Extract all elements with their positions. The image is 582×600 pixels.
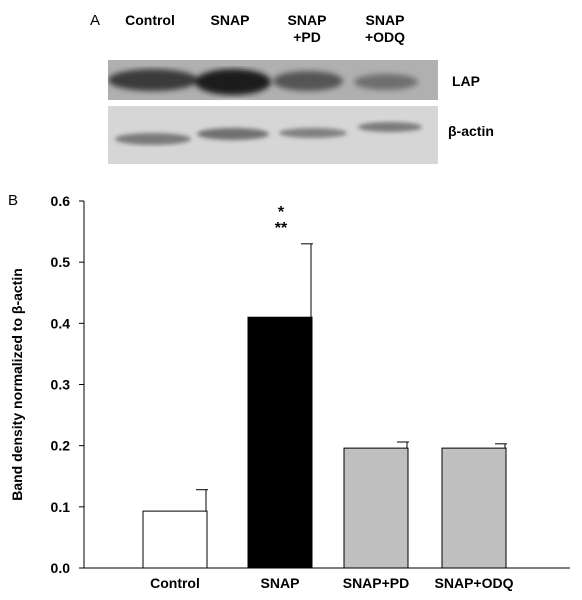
lap-band-snap <box>195 69 271 95</box>
bar-snap-odq <box>441 447 507 569</box>
lap-band-snap-pd <box>273 71 343 91</box>
lane-label-snap: SNAP <box>210 12 250 28</box>
y-tick-label-6: 0.6 <box>51 193 71 209</box>
y-tick-label-1: 0.1 <box>51 499 71 515</box>
y-tick-label-5: 0.5 <box>51 254 71 270</box>
x-tick-label-control: Control <box>150 575 200 591</box>
beta-actin-blot-strip <box>108 106 438 164</box>
y-tick-label-2: 0.2 <box>51 438 71 454</box>
lane-label-snap-pd: SNAP +PD <box>287 12 327 45</box>
lap-blot-strip <box>108 60 438 100</box>
x-tick-label-snap: SNAP <box>261 575 300 591</box>
bar-snap <box>247 316 313 569</box>
x-tick-label-snap-odq: SNAP+ODQ <box>435 575 514 591</box>
y-tick-label-4: 0.4 <box>51 315 71 331</box>
bar-snap-pd <box>343 447 409 569</box>
y-tick-label-3: 0.3 <box>51 377 71 393</box>
y-tick-label-0: 0.0 <box>51 560 71 576</box>
significance-marker-0-1: ** <box>275 220 288 237</box>
bar-control <box>142 510 208 569</box>
lap-band-snap-odq <box>354 74 418 90</box>
actin-band-snap-odq <box>358 122 422 132</box>
panel-a-letter: A <box>90 12 101 29</box>
band-label-beta-actin: β-actin <box>448 123 494 139</box>
actin-band-snap <box>197 128 269 140</box>
significance-marker-0-0: * <box>278 204 285 221</box>
band-label-lap: LAP <box>452 73 480 89</box>
lap-band-control <box>108 69 198 91</box>
x-tick-label-snap-pd: SNAP+PD <box>343 575 410 591</box>
actin-band-snap-pd <box>279 128 347 138</box>
panel-b-letter: B <box>8 192 19 209</box>
lane-label-snap-odq: SNAP +ODQ <box>364 12 406 45</box>
y-axis-label: Band density normalized to β-actin <box>9 268 25 501</box>
lane-label-control: Control <box>125 12 175 28</box>
actin-band-control <box>115 133 191 145</box>
